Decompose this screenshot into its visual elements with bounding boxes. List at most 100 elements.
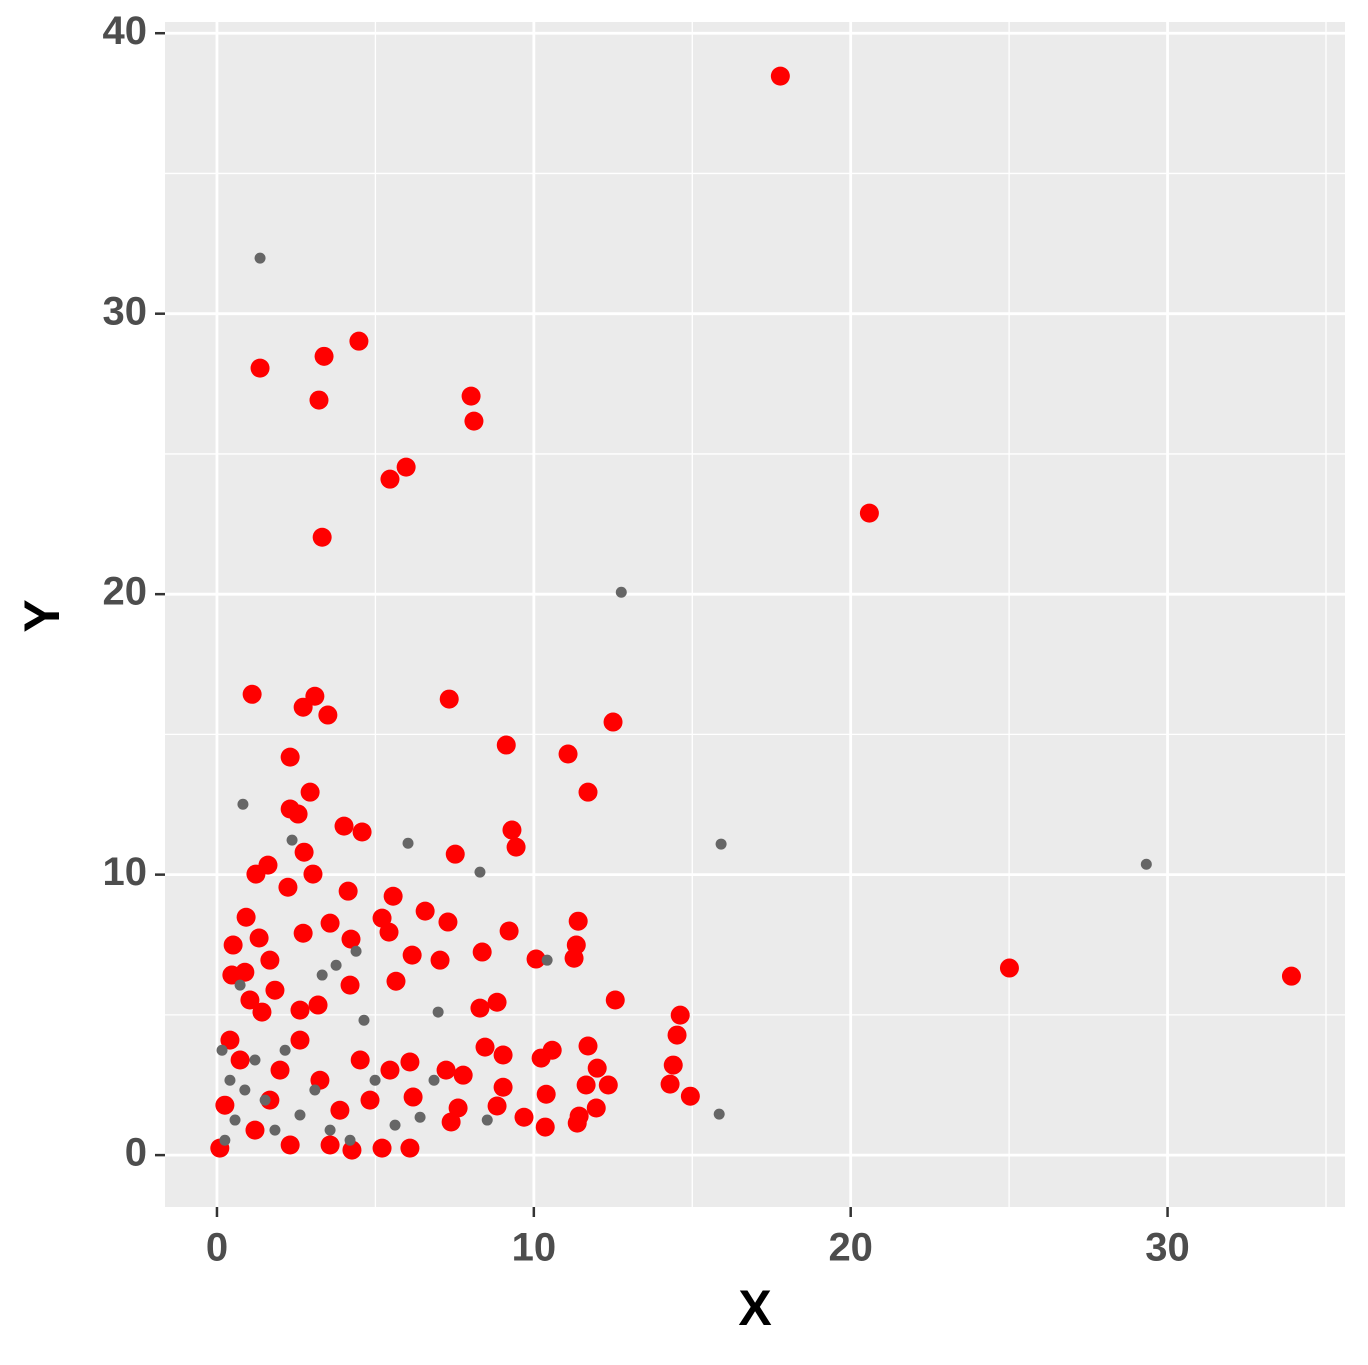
point — [770, 66, 790, 86]
point — [280, 1135, 300, 1155]
point — [453, 1065, 473, 1085]
point — [369, 1074, 381, 1086]
x-tick-label: 10 — [512, 1226, 557, 1270]
point — [578, 782, 598, 802]
point — [237, 798, 249, 810]
point — [541, 954, 553, 966]
points — [210, 66, 1301, 1160]
point — [249, 928, 269, 948]
point — [246, 864, 266, 884]
point — [487, 992, 507, 1012]
point — [219, 1134, 231, 1146]
point — [242, 684, 262, 704]
x-tick-label: 30 — [1145, 1226, 1190, 1270]
point — [245, 1120, 265, 1140]
point — [320, 913, 340, 933]
point — [436, 1060, 456, 1080]
point — [999, 958, 1019, 978]
point — [314, 346, 334, 366]
point — [229, 1114, 241, 1126]
point — [428, 1074, 440, 1086]
point — [220, 1030, 240, 1050]
point — [338, 881, 358, 901]
grid — [165, 22, 1345, 1207]
point — [250, 358, 270, 378]
point — [320, 1135, 340, 1155]
point — [341, 929, 361, 949]
point — [383, 886, 403, 906]
point — [342, 1140, 362, 1160]
point — [493, 1045, 513, 1065]
point — [461, 386, 481, 406]
point — [475, 1037, 495, 1057]
point — [330, 959, 342, 971]
point — [680, 1086, 700, 1106]
point — [340, 975, 360, 995]
point — [288, 804, 308, 824]
point — [269, 1124, 281, 1136]
point — [290, 1000, 310, 1020]
point — [438, 912, 458, 932]
point — [372, 908, 392, 928]
point — [249, 1054, 261, 1066]
point — [350, 945, 362, 957]
point — [603, 712, 623, 732]
point — [334, 816, 354, 836]
point — [308, 995, 328, 1015]
point — [474, 866, 486, 878]
point — [259, 1094, 271, 1106]
point — [1281, 966, 1301, 986]
point — [318, 705, 338, 725]
y-tick-label: 10 — [103, 850, 148, 894]
point — [415, 901, 435, 921]
point — [506, 837, 526, 857]
point — [496, 735, 516, 755]
point — [280, 747, 300, 767]
point — [403, 1087, 423, 1107]
point — [324, 1124, 336, 1136]
point — [441, 1112, 461, 1132]
x-tick-label: 0 — [206, 1226, 228, 1270]
point — [379, 922, 399, 942]
point — [402, 837, 414, 849]
point — [270, 1060, 290, 1080]
point — [294, 842, 314, 862]
x-axis-title: X — [738, 1280, 771, 1336]
panel — [165, 22, 1345, 1207]
point — [400, 1138, 420, 1158]
point — [660, 1074, 680, 1094]
point — [286, 834, 298, 846]
point — [558, 744, 578, 764]
point — [396, 457, 416, 477]
point — [499, 921, 519, 941]
point — [309, 1084, 321, 1096]
point — [493, 1077, 513, 1097]
point — [564, 948, 584, 968]
point — [230, 1050, 250, 1070]
point — [293, 697, 313, 717]
y-tick-label: 30 — [103, 289, 148, 333]
point — [481, 1114, 493, 1126]
y-axis-title: Y — [14, 599, 70, 632]
point — [430, 950, 450, 970]
point — [316, 969, 328, 981]
point — [663, 1055, 683, 1075]
point — [502, 820, 522, 840]
point — [350, 1050, 370, 1070]
point — [240, 990, 260, 1010]
x-tick-label: 20 — [828, 1226, 873, 1270]
point — [536, 1084, 556, 1104]
point — [380, 1060, 400, 1080]
point — [605, 990, 625, 1010]
point — [309, 390, 329, 410]
point — [293, 923, 313, 943]
point — [578, 1036, 598, 1056]
point — [448, 1098, 468, 1118]
point — [254, 252, 266, 264]
point — [670, 1005, 690, 1025]
point — [531, 1048, 551, 1068]
point — [598, 1075, 618, 1095]
point — [234, 979, 246, 991]
point — [260, 950, 280, 970]
